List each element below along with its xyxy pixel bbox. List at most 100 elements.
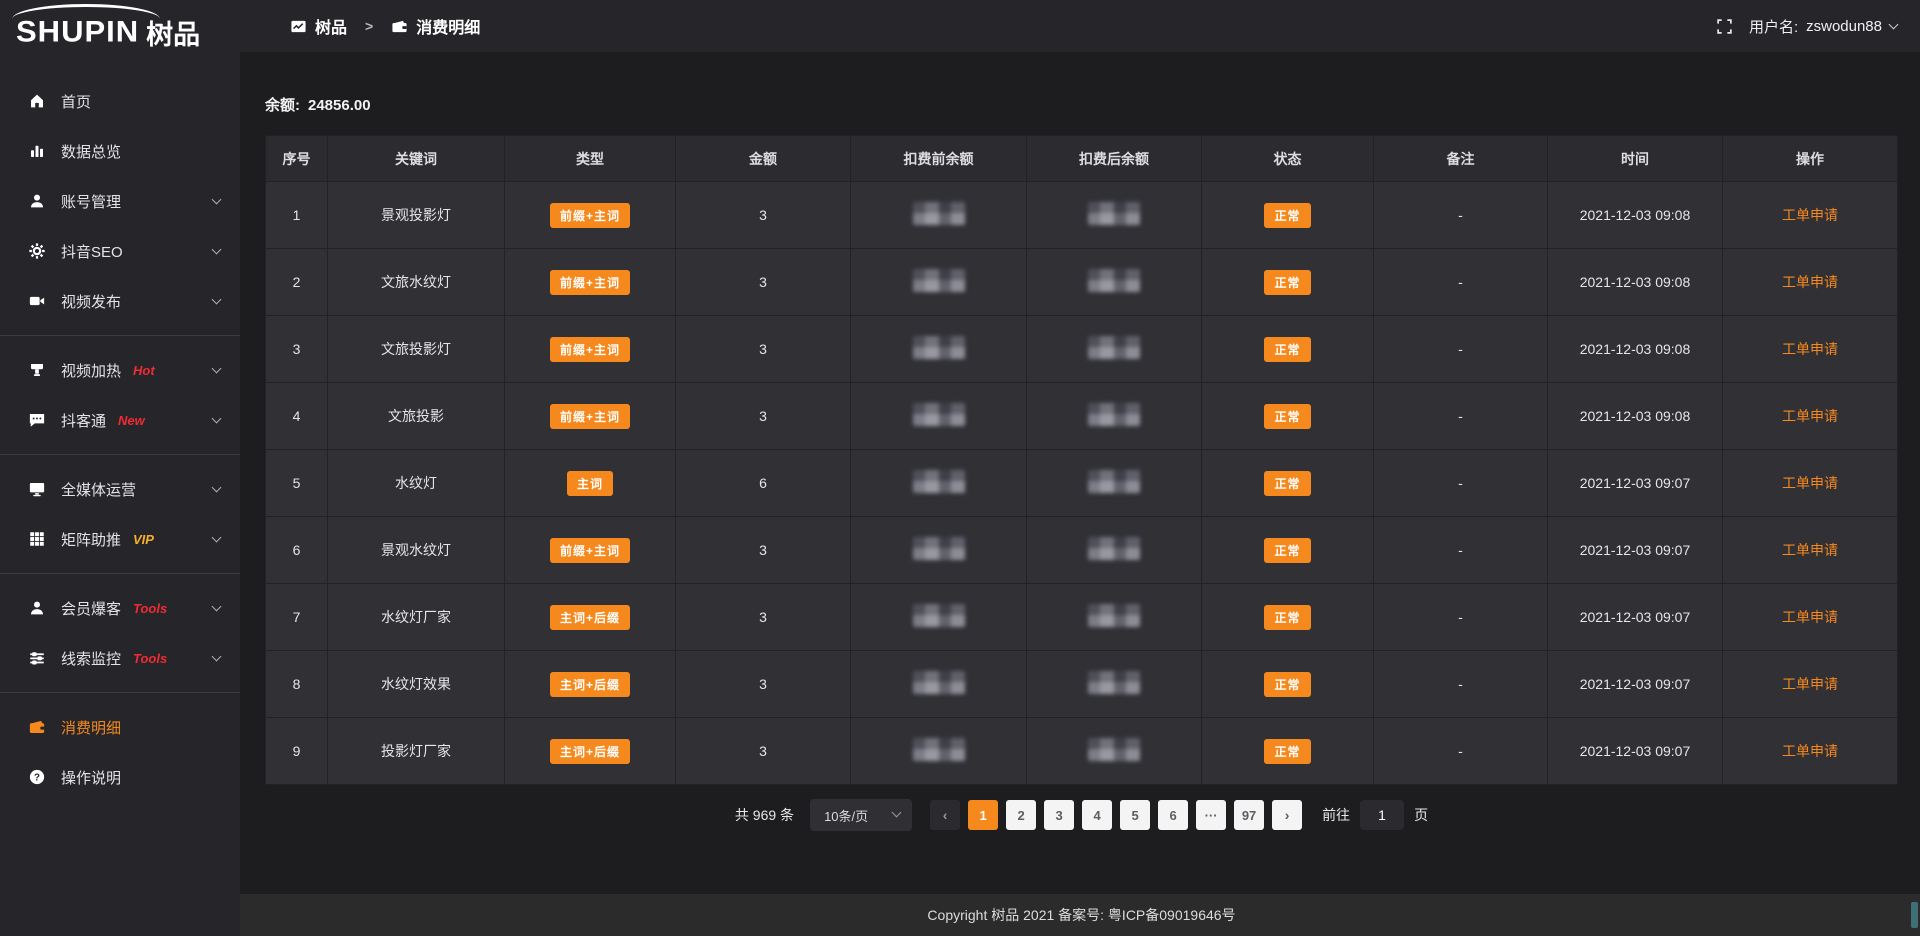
masked-post-balance	[1088, 470, 1140, 493]
table-cell: 正常	[1201, 382, 1374, 450]
sidebar-item-account-manage[interactable]: 账号管理	[0, 176, 240, 226]
sidebar-item-doukertong[interactable]: 抖客通 New	[0, 395, 240, 445]
footer: Copyright 树品 2021 备案号: 粤ICP备09019646号	[240, 894, 1920, 936]
table-row: 7 水纹灯厂家 主词+后缀 3 正常 -2021-12-03 09:07 工单申请	[265, 583, 1898, 651]
work-order-link[interactable]: 工单申请	[1782, 676, 1838, 692]
cell-note: -	[1373, 315, 1548, 383]
work-order-link[interactable]: 工单申请	[1782, 475, 1838, 491]
cell-note: -	[1373, 181, 1548, 249]
type-badge: 主词+后缀	[549, 738, 630, 764]
prev-page-button[interactable]: ‹	[930, 800, 961, 830]
sidebar-item-data-overview[interactable]: 数据总览	[0, 126, 240, 176]
table-cell	[1026, 583, 1202, 651]
chevron-down-icon	[211, 532, 222, 543]
page-button-97[interactable]: 97	[1234, 800, 1265, 830]
masked-pre-balance	[912, 202, 965, 225]
sidebar-item-badge: VIP	[133, 531, 154, 547]
sidebar-item-badge: Tools	[133, 600, 168, 616]
type-badge: 前缀+主词	[549, 403, 630, 429]
page-button-4[interactable]: 4	[1082, 800, 1113, 830]
masked-post-balance	[1088, 604, 1140, 627]
status-badge: 正常	[1264, 537, 1311, 563]
table-cell: 主词	[504, 449, 676, 517]
table-cell: 工单申请	[1722, 181, 1898, 249]
wallet-icon	[391, 18, 408, 35]
more-pages-button[interactable]: ···	[1196, 800, 1227, 830]
table-row: 6 景观水纹灯 前缀+主词 3 正常 -2021-12-03 09:07 工单申请	[265, 516, 1898, 584]
sidebar-item-clue-monitor[interactable]: 线索监控 Tools	[0, 633, 240, 683]
breadcrumb-current[interactable]: 消费明细	[416, 20, 481, 37]
table-row: 1 景观投影灯 前缀+主词 3 正常 -2021-12-03 09:08 工单申请	[265, 181, 1898, 249]
page-button-5[interactable]: 5	[1120, 800, 1151, 830]
table-cell: 工单申请	[1722, 650, 1898, 718]
type-badge: 前缀+主词	[549, 336, 630, 362]
topbar-right: 用户名: zswodun88	[1716, 16, 1899, 37]
cell-keyword: 景观水纹灯	[327, 516, 505, 584]
page-button-2[interactable]: 2	[1006, 800, 1037, 830]
table-cell: 工单申请	[1722, 248, 1898, 316]
sidebar-item-media-operation[interactable]: 全媒体运营	[0, 464, 240, 514]
next-page-button[interactable]: ›	[1272, 800, 1303, 830]
cell-index: 3	[265, 315, 328, 383]
sidebar-item-member-burst[interactable]: 会员爆客 Tools	[0, 583, 240, 633]
column-header: 关键词	[327, 135, 505, 182]
column-header: 时间	[1547, 135, 1723, 182]
sidebar-item-label: 矩阵助推	[61, 531, 122, 549]
cell-time: 2021-12-03 09:07	[1547, 717, 1723, 785]
sidebar-item-douyin-seo[interactable]: 抖音SEO	[0, 226, 240, 276]
table-cell: 主词+后缀	[504, 650, 676, 718]
page-button-6[interactable]: 6	[1158, 800, 1189, 830]
status-badge: 正常	[1264, 604, 1311, 630]
masked-pre-balance	[912, 269, 965, 292]
cell-amount: 3	[675, 315, 851, 383]
type-badge: 前缀+主词	[549, 202, 630, 228]
work-order-link[interactable]: 工单申请	[1782, 341, 1838, 357]
sidebar-item-video-heating[interactable]: 视频加热 Hot	[0, 345, 240, 395]
table-cell: 正常	[1201, 583, 1374, 651]
table-cell: 工单申请	[1722, 449, 1898, 517]
work-order-link[interactable]: 工单申请	[1782, 542, 1838, 558]
table-cell: 前缀+主词	[504, 516, 676, 584]
table-cell: 工单申请	[1722, 717, 1898, 785]
breadcrumb-root[interactable]: 树品	[315, 20, 348, 37]
sidebar-item-help[interactable]: ? 操作说明	[0, 752, 240, 802]
sidebar-item-matrix-boost[interactable]: 矩阵助推 VIP	[0, 514, 240, 564]
goto-page-input[interactable]	[1360, 800, 1405, 830]
username-label: 用户名:	[1748, 18, 1799, 36]
scrollbar-thumb[interactable]	[1911, 902, 1918, 928]
pager: ‹ 1 2 3 4 5 6 ··· 97 ›	[930, 800, 1303, 830]
column-header: 扣费前余额	[850, 135, 1027, 182]
sidebar-item-home[interactable]: 首页	[0, 76, 240, 126]
work-order-link[interactable]: 工单申请	[1782, 743, 1838, 759]
work-order-link[interactable]: 工单申请	[1782, 609, 1838, 625]
work-order-link[interactable]: 工单申请	[1782, 408, 1838, 424]
masked-pre-balance	[912, 604, 965, 627]
work-order-link[interactable]: 工单申请	[1782, 274, 1838, 290]
cell-time: 2021-12-03 09:07	[1547, 516, 1723, 584]
sidebar-item-consume-detail[interactable]: 消费明细	[0, 702, 240, 752]
cell-index: 7	[265, 583, 328, 651]
wallet-icon	[28, 718, 46, 736]
status-badge: 正常	[1264, 269, 1311, 295]
work-order-link[interactable]: 工单申请	[1782, 207, 1838, 223]
page-button-3[interactable]: 3	[1044, 800, 1075, 830]
user-icon	[28, 192, 46, 210]
sidebar-item-badge: New	[118, 412, 145, 428]
cell-amount: 3	[675, 717, 851, 785]
user-menu[interactable]: 用户名: zswodun88	[1748, 16, 1899, 37]
table-cell	[1026, 717, 1202, 785]
masked-post-balance	[1088, 537, 1140, 560]
page-size-select[interactable]: 10条/页	[810, 799, 913, 831]
masked-pre-balance	[912, 336, 965, 359]
breadcrumb-separator: >	[365, 18, 374, 34]
column-header: 备注	[1373, 135, 1548, 182]
sidebar-item-video-publish[interactable]: 视频发布	[0, 276, 240, 326]
bar-chart-icon	[28, 142, 46, 160]
masked-post-balance	[1088, 269, 1140, 292]
page-button-1[interactable]: 1	[968, 800, 999, 830]
type-badge: 主词+后缀	[549, 604, 630, 630]
table-row: 2 文旅水纹灯 前缀+主词 3 正常 -2021-12-03 09:08 工单申请	[265, 248, 1898, 316]
cell-time: 2021-12-03 09:08	[1547, 248, 1723, 316]
fullscreen-icon[interactable]	[1716, 18, 1733, 35]
